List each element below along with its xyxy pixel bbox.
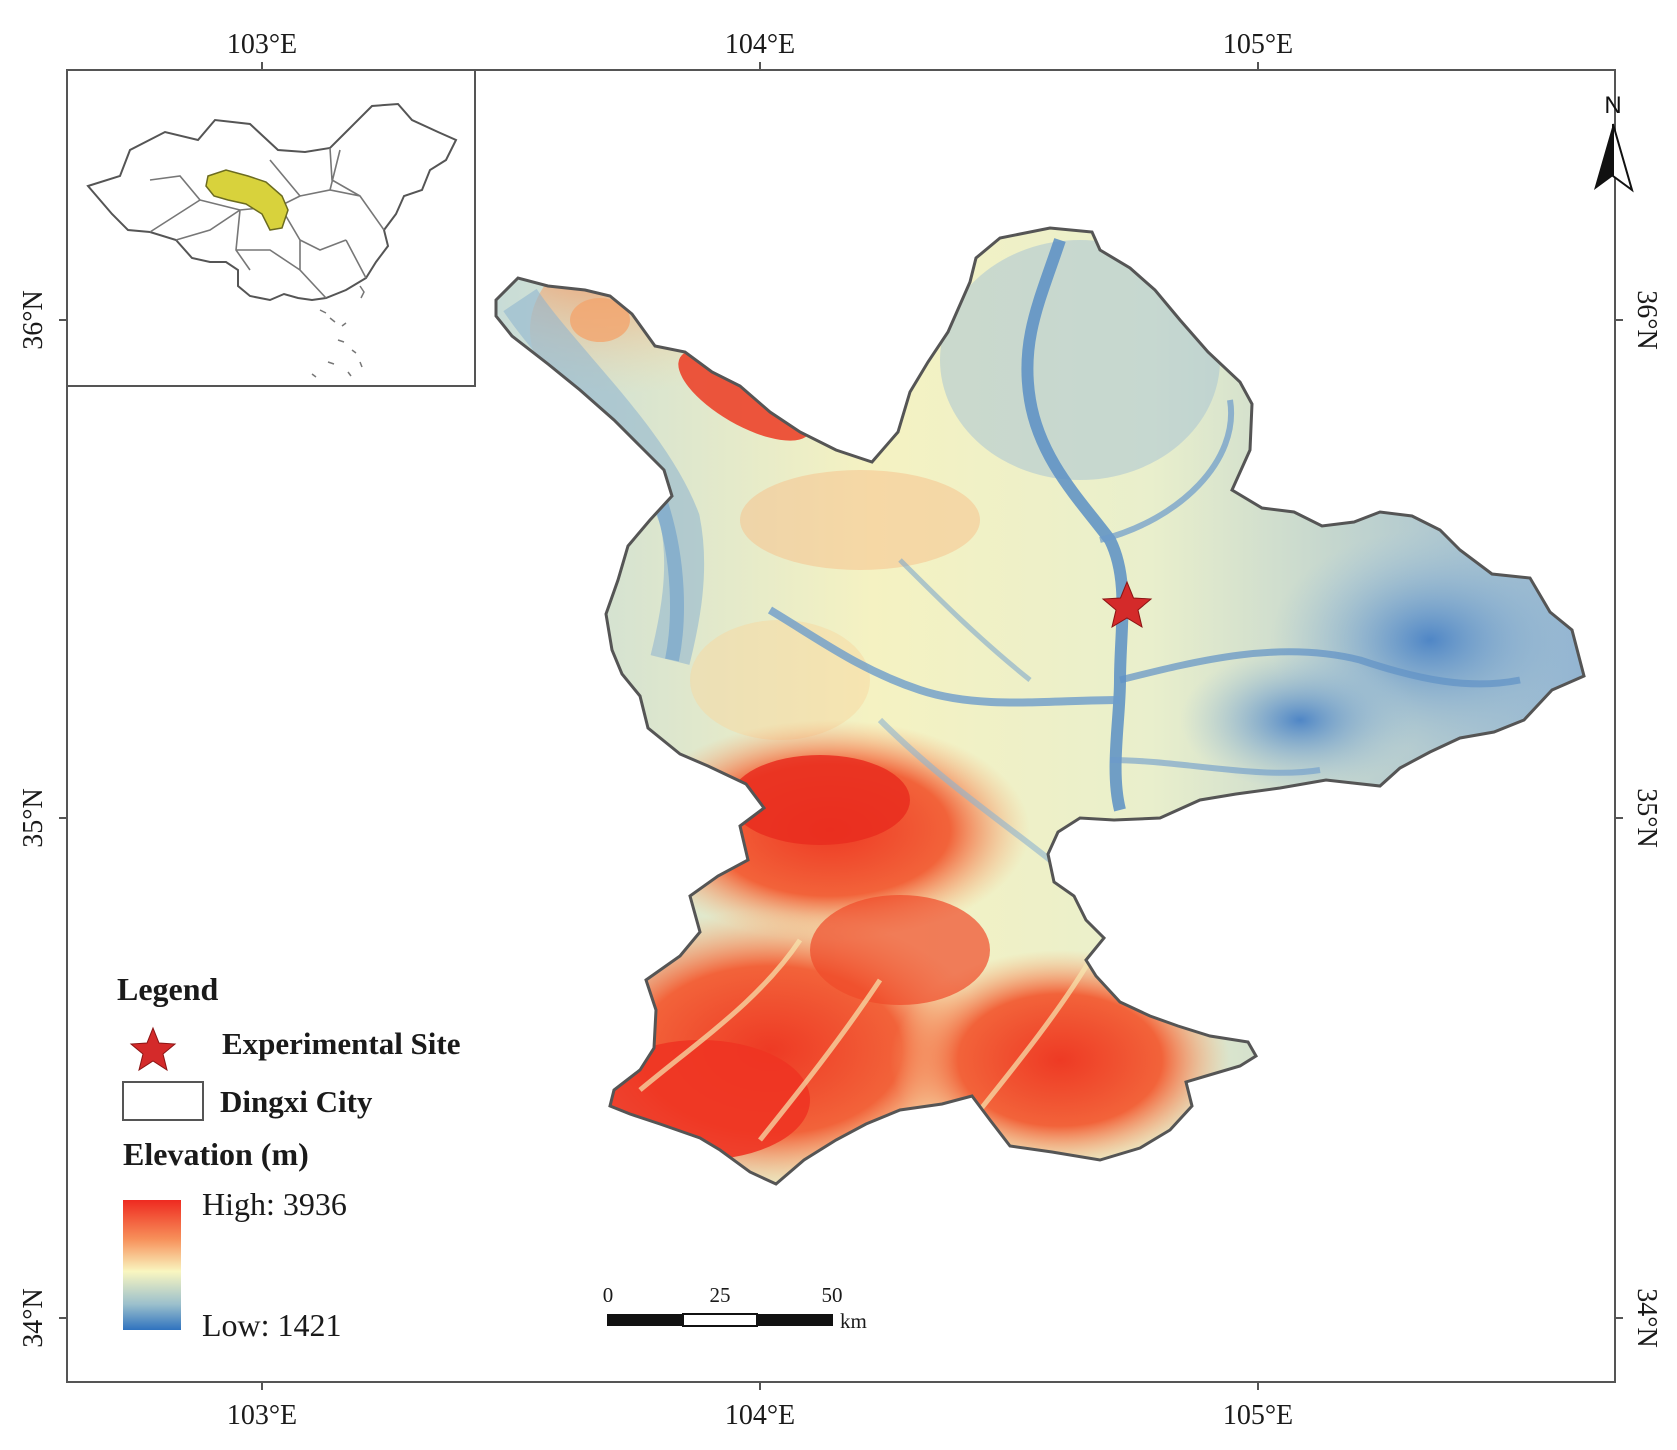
white-box-icon [122, 1081, 204, 1121]
lon-tick-top-104: 104°E [725, 29, 795, 60]
lon-tick-top-103: 103°E [227, 29, 297, 60]
red-star-icon [129, 1026, 177, 1072]
lat-tick-right-34: 34°N [1631, 1288, 1662, 1347]
graticule-ticks [59, 62, 1623, 1390]
legend-item-experimental-site: Experimental Site [222, 1026, 461, 1061]
lon-tick-bottom-104: 104°E [725, 1400, 795, 1431]
north-arrow: N [1594, 92, 1634, 193]
lat-tick-left-35: 35°N [18, 788, 49, 847]
scale-tick-50: 50 [822, 1283, 843, 1307]
gansu-highlight [205, 169, 289, 231]
lat-tick-left-36: 36°N [18, 290, 49, 349]
elevation-color-ramp [123, 1200, 181, 1330]
lon-tick-bottom-103: 103°E [227, 1400, 297, 1431]
scale-bar: 0 25 50 km [603, 1283, 867, 1333]
scale-tick-25: 25 [710, 1283, 731, 1307]
lat-tick-left-34: 34°N [18, 1288, 49, 1347]
lat-tick-right-36: 36°N [1631, 290, 1662, 349]
lon-tick-bottom-105: 105°E [1223, 1400, 1293, 1431]
north-label: N [1604, 92, 1621, 119]
legend-item-dingxi-city: Dingxi City [220, 1084, 373, 1119]
lat-tick-right-35: 35°N [1631, 788, 1662, 847]
inset-china-map [86, 102, 458, 378]
legend: Legend Experimental Site Dingxi City Ele… [117, 971, 461, 1343]
elevation-title: Elevation (m) [123, 1136, 309, 1172]
scale-unit: km [840, 1309, 867, 1333]
province-lines [149, 147, 385, 299]
elevation-low-label: Low: 1421 [202, 1307, 342, 1343]
lon-tick-top-105: 105°E [1223, 29, 1293, 60]
experimental-site-marker [1101, 580, 1153, 629]
elevation-high-label: High: 3936 [202, 1186, 347, 1222]
scale-tick-0: 0 [603, 1283, 614, 1307]
south-china-sea-islands [311, 285, 365, 378]
legend-title: Legend [117, 971, 219, 1007]
